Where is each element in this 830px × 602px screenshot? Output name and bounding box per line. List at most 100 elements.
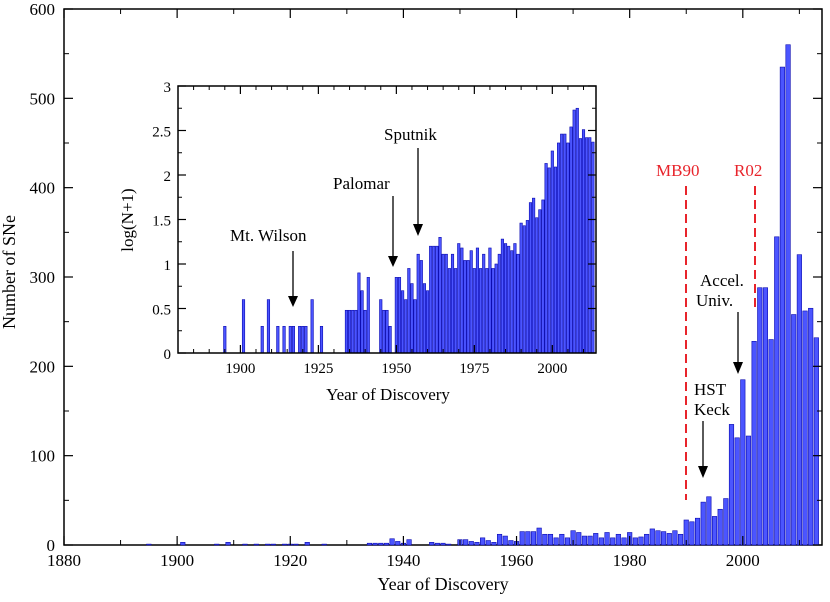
inset-bar-1914 [282, 325, 286, 354]
main-bar-1999 [734, 437, 740, 546]
inset-bar-1990 [519, 222, 523, 354]
main-bar-1986 [661, 531, 667, 546]
inset-bar-1895 [223, 325, 227, 354]
hst-keck-arrowhead [698, 466, 708, 478]
inset-bar-1992 [525, 220, 529, 354]
main-bar-1994 [706, 496, 712, 546]
main-bar-2005 [768, 339, 774, 546]
main-bar-1951 [463, 539, 469, 546]
inset-bar-1961 [429, 245, 433, 354]
main-bar-1914 [253, 543, 259, 546]
main-y-tick-label: 100 [30, 447, 56, 466]
inset-bar-1984 [500, 238, 504, 354]
inset-bar-1967 [447, 268, 451, 354]
main-bar-1956 [491, 542, 497, 546]
main-bar-1926 [321, 543, 327, 546]
inset-bar-1912 [276, 325, 280, 354]
main-bar-1948 [446, 543, 452, 546]
main-bar-1962 [525, 531, 531, 546]
inset-bar-1963 [435, 245, 439, 354]
main-x-ticks: 1880 1900 1920 1940 1960 1980 2000 [47, 9, 800, 570]
r02-label: R02 [734, 161, 762, 180]
main-y-tick-label: 600 [30, 0, 56, 19]
inset-bar-1953 [404, 299, 408, 354]
inset-bar-1999 [547, 167, 551, 354]
inset-bar-2002 [557, 142, 561, 354]
main-bar-1996 [717, 508, 723, 546]
inset-bar-1986 [507, 245, 511, 354]
inset-bar-1965 [441, 253, 445, 354]
main-bar-1991 [689, 521, 695, 546]
inset-bar-1971 [460, 247, 464, 354]
inset-bar-1916 [288, 325, 292, 354]
main-x-tick-label: 1960 [500, 551, 534, 570]
main-bar-1975 [598, 537, 604, 546]
main-bar-2000 [740, 379, 746, 546]
main-bar-1989 [678, 533, 684, 546]
main-y-tick-label: 400 [30, 179, 56, 198]
main-bar-1967 [553, 537, 559, 546]
inset-bar-1901 [241, 299, 246, 354]
main-bar-1934 [366, 542, 373, 546]
main-bar-1965 [542, 533, 548, 546]
main-bar-1983 [644, 533, 650, 546]
inset-bar-1966 [444, 253, 448, 354]
inset-y-tick-label: 2 [164, 169, 172, 185]
inset-bar-1962 [432, 245, 436, 354]
main-bar-1979 [621, 537, 627, 546]
main-bar-1916 [265, 543, 271, 546]
main-y-tick-label: 500 [30, 89, 56, 108]
inset-y-tick-label: 1 [164, 258, 172, 274]
inset-x-tick-label: 1925 [303, 361, 333, 377]
palomar-label: Palomar [333, 174, 390, 193]
inset-bar-1917 [291, 325, 295, 354]
main-bar-1966 [547, 533, 554, 546]
inset-bar-1979 [485, 268, 489, 354]
inset-bar-2012 [588, 137, 592, 354]
inset-bar-1983 [497, 253, 501, 354]
main-bar-1958 [502, 535, 508, 546]
inset-x-ticks: 1900 1925 1950 1975 2000 [177, 86, 585, 377]
main-bar-1964 [536, 527, 542, 546]
main-bar-1988 [672, 530, 678, 546]
main-bar-1939 [395, 541, 401, 546]
inset-bar-1950 [394, 277, 398, 354]
inset-bar-1935 [348, 309, 352, 354]
inset-bar-1923 [310, 299, 314, 354]
inset-bar-1958 [419, 260, 423, 354]
main-y-tick-label: 0 [47, 536, 56, 555]
main-bar-1985 [655, 530, 661, 546]
inset-bar-2008 [575, 107, 579, 354]
inset-bar-1972 [463, 260, 467, 354]
main-bar-2008 [785, 44, 791, 546]
main-bar-1917 [270, 543, 276, 546]
inset-y-tick-label: 0 [164, 347, 172, 363]
inset-bar-1974 [469, 250, 473, 354]
main-x-axis-label: Year of Discovery [377, 574, 508, 594]
inset-bar-1998 [544, 163, 548, 354]
main-bar-2009 [791, 314, 797, 546]
main-x-tick-label: 1900 [160, 551, 194, 570]
main-bar-2012 [808, 307, 814, 546]
main-bar-1993 [700, 501, 706, 546]
inset-bar-1973 [466, 260, 470, 354]
inset-bar-1969 [454, 268, 458, 354]
inset-bar-1994 [532, 197, 536, 354]
main-bar-1959 [508, 540, 514, 546]
main-bar-1987 [666, 533, 672, 546]
inset-bar-1976 [475, 247, 480, 354]
inset-bar-1982 [494, 263, 498, 354]
palomar-arrowhead [388, 256, 398, 267]
inset-bar-1960 [425, 290, 430, 354]
main-bar-1984 [649, 528, 655, 546]
main-bars [146, 44, 819, 546]
inset-bar-1907 [260, 325, 264, 354]
inset-y-ticks: 0 0.5 1 1.5 2 2.5 3 [152, 80, 596, 363]
inset-bar-2011 [585, 137, 589, 354]
main-bar-1957 [496, 533, 503, 546]
inset-bar-1977 [479, 268, 483, 354]
inset-bar-1981 [491, 268, 495, 354]
main-bar-1947 [440, 542, 446, 546]
